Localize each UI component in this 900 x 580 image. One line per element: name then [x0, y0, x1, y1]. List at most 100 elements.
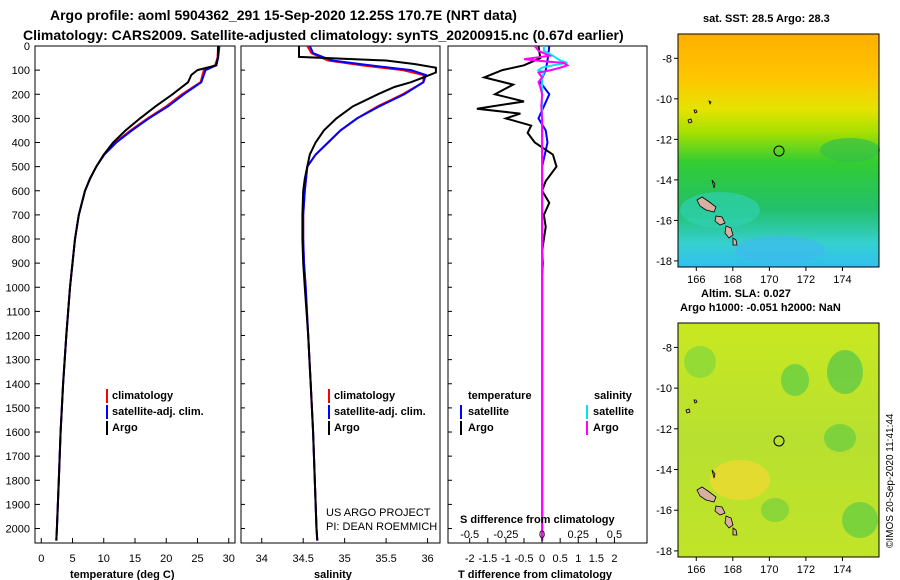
legend-label-argo: Argo	[334, 422, 360, 434]
legend-label-s-satellite: satellite	[593, 406, 634, 418]
salinity-x-axis: 34 34.5 35 35.5 36	[256, 538, 434, 565]
x-tick-label: 1	[575, 553, 581, 565]
depth-tick-label: 900	[12, 258, 30, 270]
s-diff-tick-label: 0.5	[607, 529, 622, 541]
depth-tick-label: 1300	[6, 355, 30, 367]
sla-low-patch	[761, 498, 789, 522]
salinity-profiles	[298, 46, 437, 541]
sla-high-patch	[710, 460, 770, 500]
series-line-argo	[298, 46, 437, 541]
x-tick-label: 10	[98, 553, 110, 565]
lat-tick-label: -18	[656, 546, 672, 558]
lat-tick-label: -10	[656, 383, 672, 395]
project-annotation: US ARGO PROJECT	[326, 507, 431, 519]
series-line-climatology	[302, 46, 425, 541]
figure-title-line2: Climatology: CARS2009. Satellite-adjuste…	[23, 27, 624, 43]
lat-tick-label: -12	[656, 134, 672, 146]
s-diff-tick-label: 0.25	[568, 529, 589, 541]
depth-tick-label: 1600	[6, 427, 30, 439]
depth-tick-label: 1800	[6, 475, 30, 487]
x-tick-label: 0	[38, 553, 44, 565]
s-diff-tick-label: -0.25	[493, 529, 518, 541]
lon-tick-label: 170	[760, 274, 778, 286]
x-tick-label: 1.5	[589, 553, 604, 565]
lon-tick-label: 174	[833, 564, 851, 576]
x-tick-label: 0.5	[553, 553, 568, 565]
legend-label-argo: Argo	[112, 422, 138, 434]
legend-salinity-header: salinity	[594, 390, 633, 402]
difference-legend: temperature salinity satellite Argo sate…	[460, 390, 634, 435]
legend-label-satellite: satellite-adj. clim.	[334, 406, 426, 418]
lon-tick-label: 172	[797, 564, 815, 576]
salinity-legend: climatology satellite-adj. clim. Argo	[328, 389, 426, 435]
lon-tick-label: 166	[687, 274, 705, 286]
sst-map-frame	[677, 33, 880, 268]
lat-tick-label: -18	[656, 256, 672, 268]
sla-low-patch	[827, 350, 863, 394]
depth-tick-label: 1700	[6, 451, 30, 463]
argo-location-marker	[773, 145, 785, 157]
x-tick-label: 2	[611, 553, 617, 565]
depth-axis: 0 100 200 300 400 500 600 700 800 900 1000 1100 1200…	[6, 41, 452, 536]
depth-tick-label: 200	[12, 89, 30, 101]
x-tick-label: 36	[421, 553, 433, 565]
series-line-satellite-adj-clim-	[302, 46, 428, 541]
lat-tick-label: -10	[656, 94, 672, 106]
vanuatu-islands	[687, 100, 738, 246]
sst-map	[677, 33, 880, 268]
t-difference-axis-label: T difference from climatology	[458, 569, 613, 580]
x-tick-label: 30	[223, 553, 235, 565]
depth-tick-label: 1900	[6, 499, 30, 511]
lon-tick-label: 172	[797, 274, 815, 286]
sla-map-title-line1: Altim. SLA: 0.027	[701, 288, 791, 300]
pi-annotation: PI: DEAN ROEMMICH	[326, 521, 437, 533]
x-tick-label: -0.5	[514, 553, 533, 565]
x-tick-label: 5	[69, 553, 75, 565]
salinity-axis-label: salinity	[314, 569, 353, 580]
sst-map-title: sat. SST: 28.5 Argo: 28.3	[703, 13, 830, 25]
sst-map-axes: 166 168 170 172 174 -8 -10 -12 -14 -16 -18	[656, 53, 852, 286]
temperature-x-axis: 0 5 10 15 20 25 30	[38, 538, 235, 565]
sla-map-title-line2: Argo h1000: -0.051 h2000: NaN	[680, 302, 841, 314]
depth-tick-label: 1400	[6, 379, 30, 391]
sla-low-patch	[842, 502, 878, 538]
depth-tick-label: 1000	[6, 282, 30, 294]
legend-label-climatology: climatology	[112, 390, 174, 402]
s-diff-tick-label: 0	[539, 529, 545, 541]
lat-tick-label: -14	[656, 465, 672, 477]
x-tick-label: -2	[465, 553, 475, 565]
legend-label-t-satellite: satellite	[468, 406, 509, 418]
x-tick-label: 34	[256, 553, 268, 565]
sla-low-patch	[781, 364, 809, 396]
vanuatu-islands	[685, 399, 738, 536]
depth-tick-label: 1100	[6, 306, 30, 318]
depth-tick-label: 1200	[6, 331, 30, 343]
legend-temperature-header: temperature	[468, 390, 532, 402]
series-line-argo	[55, 46, 220, 541]
x-tick-label: 20	[160, 553, 172, 565]
temperature-legend: climatology satellite-adj. clim. Argo	[106, 389, 204, 435]
depth-tick-label: 500	[12, 162, 30, 174]
difference-x-axis: -2 -1.5 -1 -0.5 0 0.5 1 1.5 2	[465, 538, 617, 565]
s-difference-ticks: -0.5 -0.25 0 0.25 0.5	[460, 529, 622, 541]
legend-label-satellite: satellite-adj. clim.	[112, 406, 204, 418]
salinity-panel-frame	[240, 45, 441, 544]
lat-tick-label: -16	[656, 505, 672, 517]
x-tick-label: 35.5	[375, 553, 396, 565]
sst-blue-patch	[735, 236, 825, 264]
lat-tick-label: -14	[656, 175, 672, 187]
legend-label-t-argo: Argo	[468, 422, 494, 434]
lat-tick-label: -16	[656, 215, 672, 227]
depth-tick-label: 600	[12, 186, 30, 198]
lat-tick-label: -8	[662, 342, 672, 354]
x-tick-label: 35	[339, 553, 351, 565]
s-diff-tick-label: -0.5	[460, 529, 479, 541]
s-difference-axis-label: S difference from climatology	[460, 514, 616, 526]
sla-low-patch	[684, 346, 716, 378]
depth-tick-label: 0	[24, 41, 30, 53]
figure-title-line1: Argo profile: aoml 5904362_291 15-Sep-20…	[50, 7, 517, 23]
x-tick-label: 25	[191, 553, 203, 565]
depth-tick-label: 400	[12, 138, 30, 150]
depth-tick-label: 800	[12, 234, 30, 246]
